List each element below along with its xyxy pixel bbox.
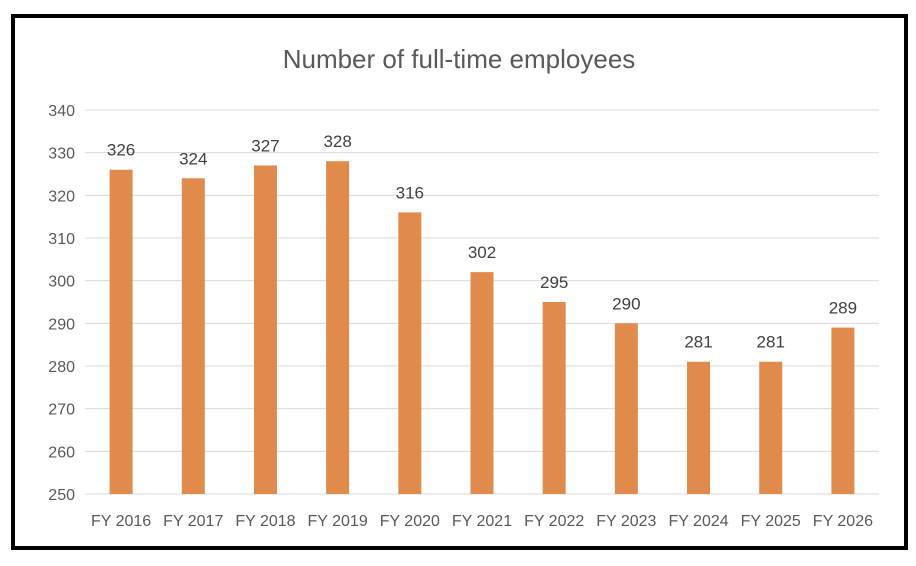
y-tick-label: 330	[48, 146, 75, 163]
y-tick-label: 290	[48, 316, 75, 333]
data-label: 289	[829, 299, 857, 318]
x-tick-label: FY 2025	[741, 513, 801, 530]
bar	[253, 165, 277, 494]
y-tick-label: 320	[48, 188, 75, 205]
data-label: 295	[540, 273, 568, 292]
bar	[542, 302, 566, 494]
bar	[687, 361, 711, 494]
y-tick-label: 250	[48, 487, 75, 504]
x-tick-label: FY 2016	[91, 513, 151, 530]
y-axis-tick-labels: 250 260 270 280 290 300 310 320 330 340	[48, 103, 75, 504]
x-tick-label: FY 2026	[813, 513, 873, 530]
x-tick-label: FY 2017	[163, 513, 223, 530]
y-tick-label: 280	[48, 359, 75, 376]
bar	[181, 178, 205, 494]
bars	[109, 161, 855, 494]
chart-title: Number of full-time employees	[283, 44, 636, 74]
x-tick-label: FY 2018	[235, 513, 295, 530]
bar	[614, 323, 638, 494]
data-label: 324	[179, 149, 207, 168]
bar	[398, 212, 422, 494]
x-tick-label: FY 2022	[524, 513, 584, 530]
data-label: 281	[684, 333, 712, 352]
data-label: 328	[323, 132, 351, 151]
y-tick-label: 300	[48, 274, 75, 291]
data-label: 302	[468, 243, 496, 262]
data-label: 316	[396, 183, 424, 202]
bar	[831, 327, 855, 494]
x-tick-label: FY 2023	[596, 513, 656, 530]
chart-frame: Number of full-time employees 250 260 270 2…	[11, 14, 908, 550]
x-tick-label: FY 2019	[308, 513, 368, 530]
data-labels: 326 324 327 328 316 302 295 290 281 281 289	[107, 132, 857, 352]
x-axis-tick-labels: FY 2016 FY 2017 FY 2018 FY 2019 FY 2020 FY 20…	[91, 513, 873, 530]
x-tick-label: FY 2024	[668, 513, 728, 530]
data-label: 326	[107, 141, 135, 160]
bar	[109, 169, 133, 494]
x-tick-label: FY 2020	[380, 513, 440, 530]
x-tick-label: FY 2021	[452, 513, 512, 530]
data-label: 327	[251, 136, 279, 155]
bar	[470, 272, 494, 494]
bar	[326, 161, 350, 494]
y-tick-label: 260	[48, 444, 75, 461]
y-tick-label: 310	[48, 231, 75, 248]
y-tick-label: 270	[48, 402, 75, 419]
data-label: 290	[612, 294, 640, 313]
bar-chart: Number of full-time employees 2502602702…	[48, 44, 879, 530]
bar	[759, 361, 783, 494]
y-tick-label: 340	[48, 103, 75, 120]
data-label: 281	[757, 333, 785, 352]
